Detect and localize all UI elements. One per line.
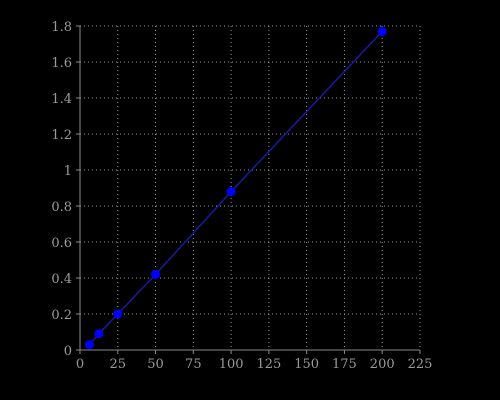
y-tick-label: 1 bbox=[64, 164, 72, 179]
x-tick-label: 100 bbox=[219, 357, 244, 372]
x-tick-label: 150 bbox=[294, 357, 319, 372]
y-tick-label: 1.6 bbox=[51, 56, 72, 71]
grid-lines bbox=[80, 25, 421, 350]
tick-labels: 0 25 50 75 100 125 150 175 200 225 0 0.2 0.4 0.6 0.8 1 1… bbox=[51, 20, 432, 372]
y-tick-label: 0.2 bbox=[51, 308, 72, 323]
x-tick-label: 50 bbox=[147, 357, 164, 372]
x-tick-label: 125 bbox=[256, 357, 281, 372]
y-tick-label: 0.8 bbox=[51, 200, 72, 215]
y-tick-label: 1.4 bbox=[51, 92, 72, 107]
fit-line-segment bbox=[230, 30, 383, 193]
x-tick-label: 200 bbox=[370, 357, 395, 372]
data-point bbox=[84, 340, 94, 350]
x-tick-label: 75 bbox=[185, 357, 202, 372]
x-tick-label: 0 bbox=[76, 357, 84, 372]
x-tick-label: 25 bbox=[110, 357, 127, 372]
data-points bbox=[84, 26, 387, 350]
data-point bbox=[377, 26, 387, 36]
fit-line-segment bbox=[117, 273, 157, 315]
x-tick-label: 225 bbox=[408, 357, 433, 372]
axes bbox=[76, 25, 421, 354]
y-tick-label: 0.6 bbox=[51, 236, 72, 251]
y-tick-label: 0.4 bbox=[51, 272, 72, 287]
fit-lines bbox=[88, 30, 383, 346]
data-point bbox=[151, 269, 161, 279]
y-tick-label: 1.2 bbox=[51, 128, 72, 143]
y-tick-label: 1.8 bbox=[51, 20, 72, 35]
x-tick-label: 175 bbox=[332, 357, 357, 372]
data-point bbox=[226, 187, 236, 197]
y-tick-label: 0 bbox=[64, 344, 72, 359]
fit-line-segment bbox=[155, 191, 232, 275]
fit-line-segment bbox=[98, 313, 119, 335]
data-point bbox=[113, 309, 123, 319]
data-point bbox=[94, 329, 104, 339]
